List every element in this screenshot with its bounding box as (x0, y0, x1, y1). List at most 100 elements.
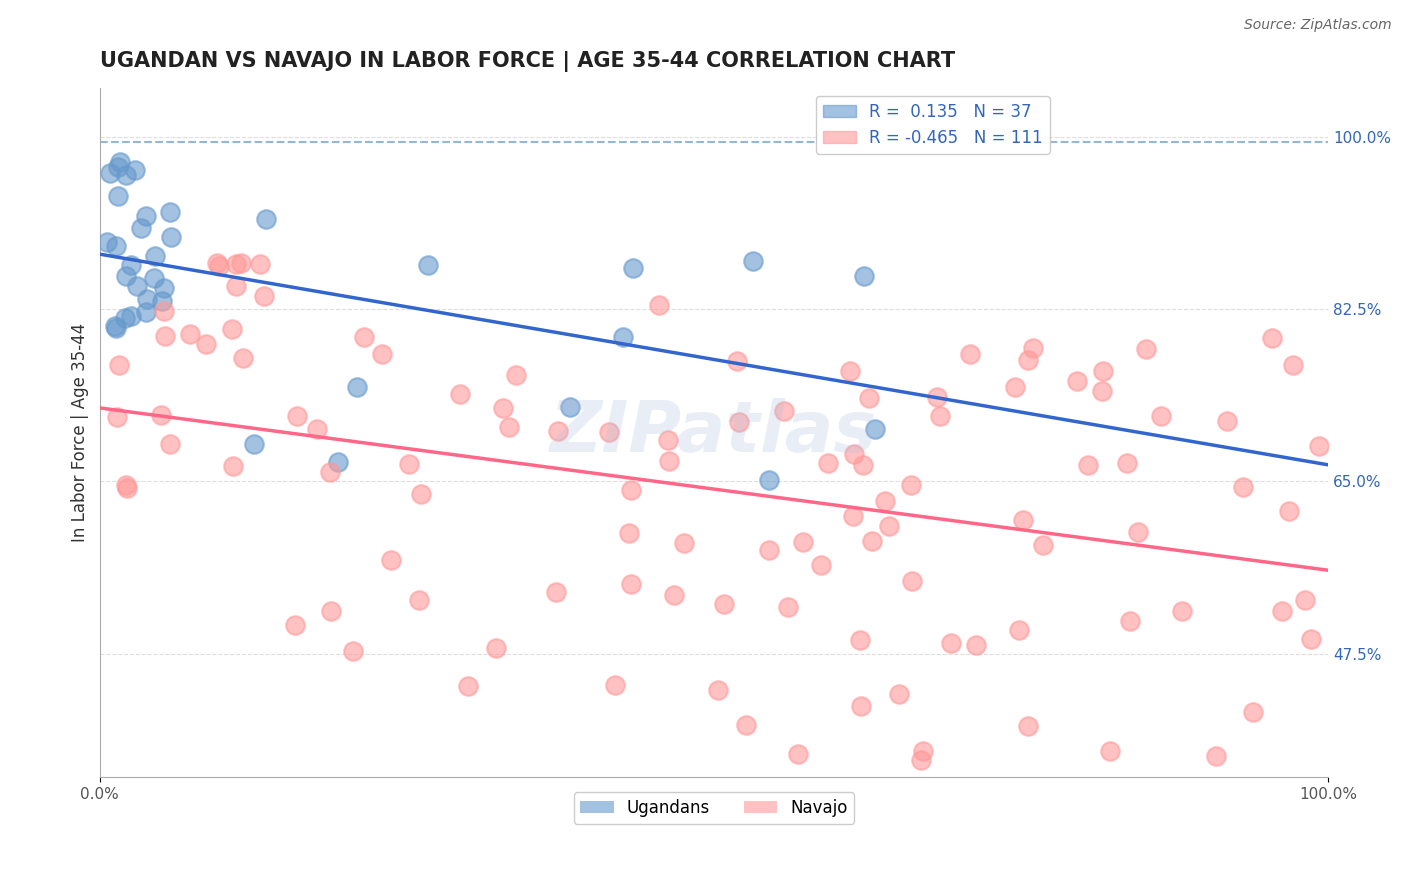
Point (249, 256, 271, 270)
Y-axis label: In Labor Force | Age 35-44: In Labor Force | Age 35-44 (72, 323, 89, 541)
Point (657, 433, 679, 447)
Point (179, 326, 201, 341)
Point (124, 163, 146, 178)
Point (153, 329, 176, 343)
Point (153, 281, 176, 295)
Point (1099, 744, 1122, 758)
Point (1261, 331, 1284, 345)
Point (98, 165, 121, 179)
Point (232, 351, 254, 365)
Point (115, 478, 138, 492)
Point (621, 261, 644, 276)
Point (620, 576, 643, 591)
Point (612, 330, 634, 344)
Point (647, 298, 669, 312)
Point (912, 744, 935, 758)
Point (353, 330, 375, 344)
Point (225, 257, 247, 271)
Point (860, 533, 883, 548)
Point (114, 311, 136, 326)
Point (662, 588, 685, 602)
Point (408, 593, 430, 607)
Point (505, 368, 527, 383)
Point (1150, 409, 1173, 424)
Point (910, 753, 932, 767)
Point (380, 553, 402, 567)
Point (498, 420, 520, 434)
Point (159, 205, 181, 219)
Text: ZIPatlas: ZIPatlas (550, 398, 877, 467)
Point (136, 292, 159, 306)
Point (1241, 705, 1264, 719)
Point (877, 518, 900, 533)
Point (96, 235, 118, 249)
Point (858, 391, 880, 405)
Point (1011, 513, 1033, 527)
Point (142, 271, 165, 285)
Point (342, 644, 364, 658)
Point (222, 459, 245, 474)
Point (1205, 749, 1227, 764)
Point (849, 632, 872, 647)
Point (619, 526, 641, 541)
Point (620, 483, 643, 498)
Point (143, 249, 166, 263)
Point (256, 212, 278, 227)
Point (546, 585, 568, 599)
Point (842, 447, 865, 461)
Point (742, 254, 765, 268)
Point (713, 597, 735, 611)
Point (159, 437, 181, 451)
Point (160, 229, 183, 244)
Point (728, 415, 751, 429)
Point (205, 255, 228, 269)
Point (398, 458, 420, 472)
Point (108, 358, 131, 372)
Point (105, 320, 128, 334)
Point (887, 687, 910, 701)
Point (1017, 352, 1039, 367)
Point (491, 401, 513, 415)
Point (409, 487, 432, 501)
Point (105, 410, 128, 425)
Point (115, 481, 138, 495)
Point (104, 318, 127, 333)
Point (1282, 358, 1305, 372)
Point (120, 258, 142, 272)
Point (115, 168, 138, 182)
Point (1232, 480, 1254, 494)
Point (1308, 439, 1330, 453)
Point (120, 310, 142, 324)
Point (326, 454, 349, 468)
Point (284, 618, 307, 632)
Point (941, 636, 963, 650)
Point (725, 354, 748, 368)
Point (817, 456, 839, 470)
Point (1032, 538, 1054, 552)
Point (1278, 504, 1301, 518)
Point (758, 542, 780, 557)
Point (1299, 632, 1322, 647)
Point (1135, 343, 1157, 357)
Text: Source: ZipAtlas.com: Source: ZipAtlas.com (1244, 18, 1392, 32)
Point (221, 322, 243, 336)
Point (1017, 719, 1039, 733)
Point (1091, 384, 1114, 399)
Point (852, 269, 875, 284)
Point (108, 154, 131, 169)
Point (927, 391, 949, 405)
Point (1271, 604, 1294, 618)
Point (135, 305, 157, 319)
Point (547, 425, 569, 439)
Point (658, 454, 681, 468)
Point (1294, 593, 1316, 607)
Point (114, 268, 136, 283)
Point (105, 239, 128, 253)
Point (787, 747, 810, 761)
Point (1008, 623, 1031, 637)
Point (1216, 414, 1239, 428)
Point (842, 509, 865, 524)
Point (418, 258, 440, 272)
Point (928, 409, 950, 423)
Point (231, 256, 253, 270)
